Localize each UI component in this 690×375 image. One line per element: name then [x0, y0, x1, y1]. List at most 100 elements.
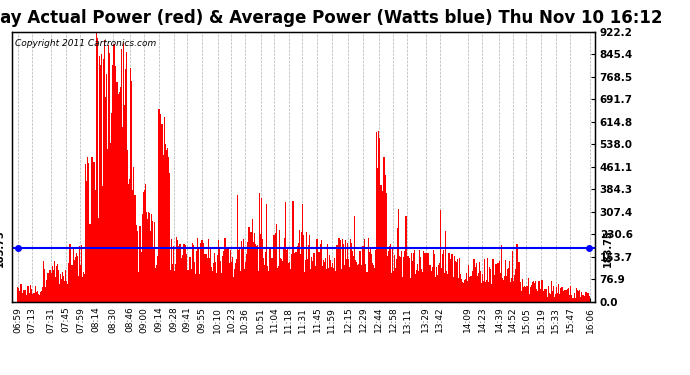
Bar [520, 291, 522, 302]
Bar [348, 259, 349, 302]
Bar [572, 298, 573, 302]
Bar [326, 269, 327, 302]
Bar [391, 273, 392, 302]
Bar [271, 258, 273, 302]
Bar [439, 263, 440, 302]
Bar [91, 157, 92, 302]
Bar [500, 273, 501, 302]
Bar [221, 273, 222, 302]
Bar [126, 52, 127, 302]
Bar [246, 254, 248, 302]
Bar [57, 264, 58, 302]
Bar [486, 280, 487, 302]
Bar [415, 274, 416, 302]
Bar [324, 262, 325, 302]
Bar [66, 281, 68, 302]
Bar [313, 253, 315, 302]
Bar [352, 251, 353, 302]
Bar [41, 291, 42, 302]
Bar [589, 296, 590, 302]
Bar [511, 278, 513, 302]
Bar [196, 251, 197, 302]
Bar [230, 262, 232, 302]
Bar [161, 124, 163, 302]
Bar [60, 274, 61, 302]
Bar [566, 289, 568, 302]
Bar [373, 265, 374, 302]
Bar [319, 244, 321, 302]
Bar [544, 288, 545, 302]
Bar [19, 291, 21, 302]
Bar [32, 293, 34, 302]
Bar [338, 238, 339, 302]
Bar [262, 238, 263, 302]
Bar [164, 117, 165, 302]
Bar [200, 243, 201, 302]
Bar [400, 257, 402, 302]
Bar [576, 288, 578, 302]
Bar [551, 282, 552, 302]
Bar [50, 270, 51, 302]
Bar [534, 283, 535, 302]
Bar [524, 287, 526, 302]
Bar [506, 276, 507, 302]
Bar [158, 109, 159, 302]
Bar [63, 276, 64, 302]
Bar [428, 278, 430, 302]
Bar [366, 272, 367, 302]
Bar [351, 243, 352, 302]
Bar [290, 269, 291, 302]
Bar [358, 264, 359, 302]
Bar [166, 150, 167, 302]
Bar [437, 274, 438, 302]
Bar [194, 262, 195, 302]
Bar [121, 49, 122, 302]
Bar [481, 283, 482, 302]
Bar [123, 43, 124, 302]
Bar [50, 273, 52, 302]
Bar [441, 268, 442, 302]
Bar [357, 265, 359, 302]
Bar [201, 240, 202, 302]
Bar [150, 231, 151, 302]
Bar [176, 237, 177, 302]
Bar [438, 265, 439, 302]
Bar [562, 296, 564, 302]
Bar [535, 281, 536, 302]
Bar [93, 162, 95, 302]
Bar [56, 266, 57, 302]
Bar [499, 261, 500, 302]
Bar [293, 261, 295, 302]
Bar [188, 270, 189, 302]
Bar [253, 242, 254, 302]
Bar [75, 257, 76, 302]
Bar [133, 167, 135, 302]
Bar [546, 288, 547, 302]
Bar [106, 74, 107, 302]
Bar [427, 254, 428, 302]
Bar [433, 255, 435, 302]
Bar [97, 218, 99, 302]
Bar [483, 282, 484, 302]
Bar [151, 214, 152, 302]
Bar [514, 275, 515, 302]
Bar [540, 290, 542, 302]
Bar [103, 59, 104, 302]
Bar [79, 246, 80, 302]
Bar [465, 279, 466, 302]
Bar [215, 262, 216, 302]
Bar [237, 195, 238, 302]
Bar [404, 251, 406, 302]
Bar [188, 256, 190, 302]
Bar [95, 190, 96, 302]
Bar [119, 92, 120, 302]
Bar [312, 261, 313, 302]
Bar [397, 228, 398, 302]
Bar [501, 245, 502, 302]
Bar [182, 255, 184, 302]
Bar [295, 252, 297, 302]
Bar [413, 254, 414, 302]
Bar [364, 264, 366, 302]
Bar [244, 268, 246, 302]
Bar [504, 276, 505, 302]
